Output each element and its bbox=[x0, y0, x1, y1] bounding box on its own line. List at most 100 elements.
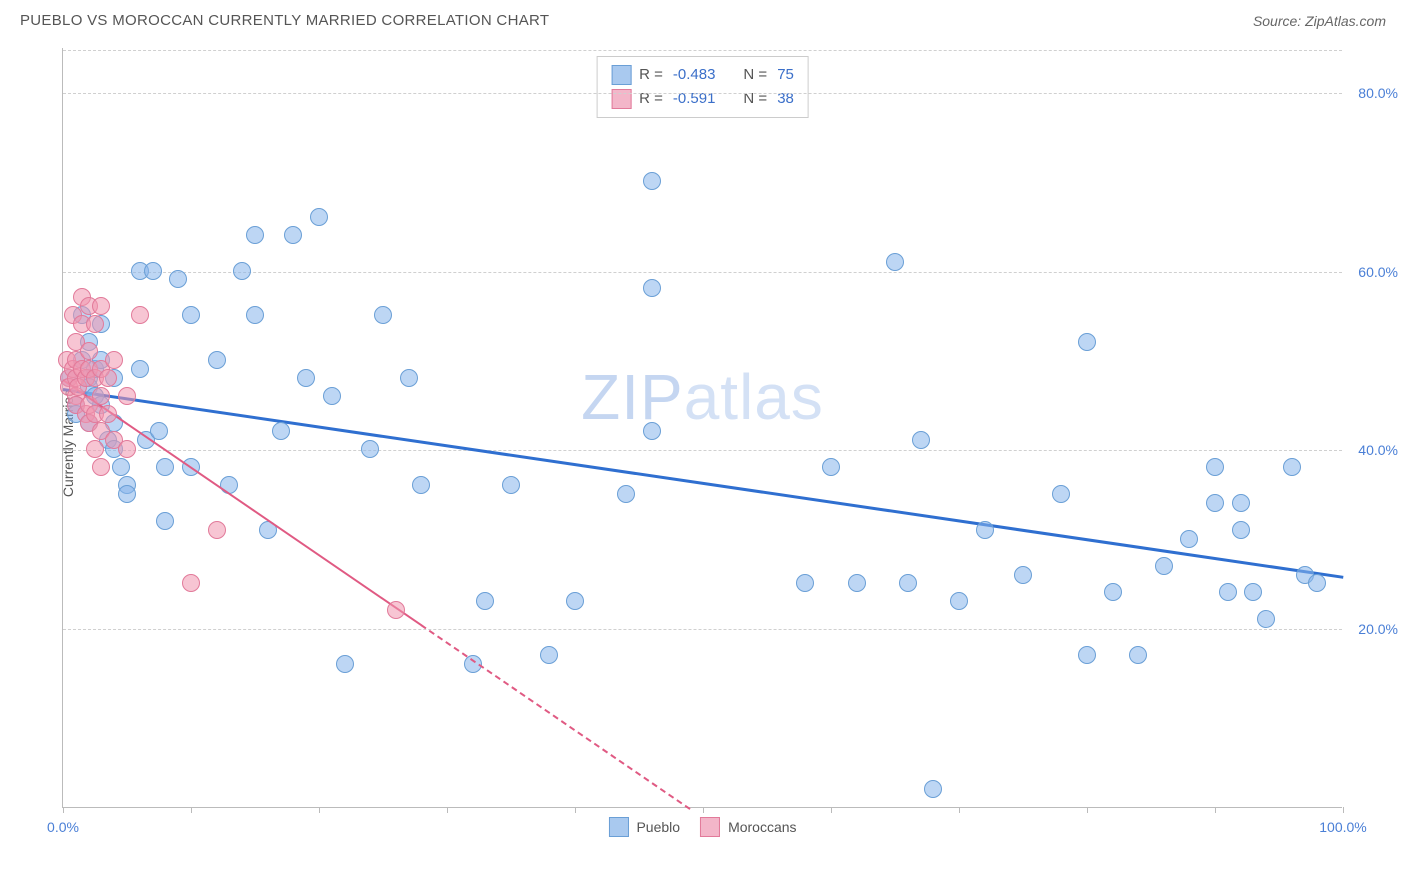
xtick bbox=[319, 807, 320, 813]
chart-source: Source: ZipAtlas.com bbox=[1253, 13, 1386, 29]
xtick bbox=[575, 807, 576, 813]
xtick bbox=[703, 807, 704, 813]
legend-n-value: 38 bbox=[777, 87, 794, 111]
scatter-point bbox=[387, 601, 405, 619]
scatter-point bbox=[1232, 521, 1250, 539]
chart-container: Currently Married ZIPatlas R =-0.483N =7… bbox=[20, 48, 1386, 838]
gridline bbox=[63, 50, 1342, 51]
scatter-point bbox=[208, 351, 226, 369]
scatter-point bbox=[1180, 530, 1198, 548]
xtick bbox=[959, 807, 960, 813]
scatter-point bbox=[976, 521, 994, 539]
scatter-point bbox=[899, 574, 917, 592]
scatter-point bbox=[112, 458, 130, 476]
scatter-point bbox=[99, 369, 117, 387]
scatter-point bbox=[118, 387, 136, 405]
scatter-point bbox=[1052, 485, 1070, 503]
scatter-point bbox=[1014, 566, 1032, 584]
xtick bbox=[191, 807, 192, 813]
scatter-point bbox=[1078, 646, 1096, 664]
scatter-point bbox=[208, 521, 226, 539]
xtick-label: 100.0% bbox=[1319, 819, 1366, 835]
legend-r-value: -0.591 bbox=[673, 87, 716, 111]
scatter-point bbox=[150, 422, 168, 440]
ytick-label: 80.0% bbox=[1358, 85, 1398, 101]
scatter-point bbox=[822, 458, 840, 476]
stats-legend-row: R = -0.591 N = 38 bbox=[611, 87, 794, 111]
scatter-point bbox=[1129, 646, 1147, 664]
legend-n-label: N = bbox=[743, 63, 767, 87]
scatter-point bbox=[502, 476, 520, 494]
gridline bbox=[63, 93, 1342, 94]
scatter-point bbox=[924, 780, 942, 798]
scatter-point bbox=[1244, 583, 1262, 601]
scatter-point bbox=[284, 226, 302, 244]
legend-n-value: 75 bbox=[777, 63, 794, 87]
xtick bbox=[1087, 807, 1088, 813]
xtick bbox=[63, 807, 64, 813]
watermark: ZIPatlas bbox=[581, 360, 824, 434]
scatter-point bbox=[1257, 610, 1275, 628]
scatter-point bbox=[99, 405, 117, 423]
scatter-point bbox=[118, 485, 136, 503]
scatter-point bbox=[412, 476, 430, 494]
scatter-point bbox=[336, 655, 354, 673]
scatter-point bbox=[86, 315, 104, 333]
legend-r-label: R = bbox=[639, 63, 663, 87]
series-legend-item: Moroccans bbox=[700, 817, 796, 837]
scatter-point bbox=[643, 172, 661, 190]
scatter-point bbox=[156, 512, 174, 530]
scatter-point bbox=[1283, 458, 1301, 476]
scatter-point bbox=[131, 360, 149, 378]
xtick bbox=[831, 807, 832, 813]
trend-line bbox=[63, 388, 1343, 578]
scatter-point bbox=[643, 422, 661, 440]
scatter-point bbox=[310, 208, 328, 226]
stats-legend-row: R =-0.483N =75 bbox=[611, 63, 794, 87]
scatter-point bbox=[92, 297, 110, 315]
scatter-point bbox=[144, 262, 162, 280]
scatter-point bbox=[272, 422, 290, 440]
scatter-point bbox=[80, 342, 98, 360]
scatter-point bbox=[182, 574, 200, 592]
scatter-point bbox=[92, 458, 110, 476]
scatter-point bbox=[246, 226, 264, 244]
legend-swatch bbox=[608, 817, 628, 837]
plot-area: ZIPatlas R =-0.483N =75R =-0.591N =38 Pu… bbox=[62, 48, 1342, 808]
scatter-point bbox=[566, 592, 584, 610]
legend-swatch bbox=[611, 65, 631, 85]
scatter-point bbox=[400, 369, 418, 387]
scatter-point bbox=[848, 574, 866, 592]
ytick-label: 20.0% bbox=[1358, 621, 1398, 637]
scatter-point bbox=[1206, 494, 1224, 512]
scatter-point bbox=[118, 440, 136, 458]
xtick bbox=[447, 807, 448, 813]
series-legend-label: Pueblo bbox=[636, 819, 680, 835]
scatter-point bbox=[86, 440, 104, 458]
scatter-point bbox=[1155, 557, 1173, 575]
series-legend: Pueblo Moroccans bbox=[608, 817, 796, 837]
xtick-label: 0.0% bbox=[47, 819, 79, 835]
ytick-label: 40.0% bbox=[1358, 442, 1398, 458]
gridline bbox=[63, 450, 1342, 451]
scatter-point bbox=[374, 306, 392, 324]
xtick bbox=[1343, 807, 1344, 813]
scatter-point bbox=[886, 253, 904, 271]
scatter-point bbox=[950, 592, 968, 610]
scatter-point bbox=[169, 270, 187, 288]
xtick bbox=[1215, 807, 1216, 813]
scatter-point bbox=[1219, 583, 1237, 601]
ytick-label: 60.0% bbox=[1358, 264, 1398, 280]
legend-n-label: N = bbox=[743, 87, 767, 111]
scatter-point bbox=[617, 485, 635, 503]
legend-r-label: R = bbox=[639, 87, 663, 111]
scatter-point bbox=[105, 351, 123, 369]
scatter-point bbox=[156, 458, 174, 476]
scatter-point bbox=[1078, 333, 1096, 351]
gridline bbox=[63, 272, 1342, 273]
scatter-point bbox=[643, 279, 661, 297]
series-legend-label: Moroccans bbox=[728, 819, 796, 835]
series-legend-item: Pueblo bbox=[608, 817, 680, 837]
scatter-point bbox=[182, 306, 200, 324]
scatter-point bbox=[912, 431, 930, 449]
